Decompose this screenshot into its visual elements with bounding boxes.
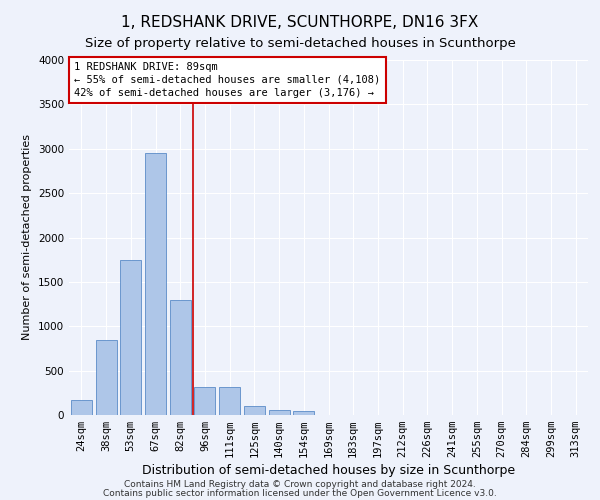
Text: 1 REDSHANK DRIVE: 89sqm
← 55% of semi-detached houses are smaller (4,108)
42% of: 1 REDSHANK DRIVE: 89sqm ← 55% of semi-de… <box>74 62 380 98</box>
Bar <box>170 300 191 415</box>
Bar <box>145 153 166 415</box>
Text: Size of property relative to semi-detached houses in Scunthorpe: Size of property relative to semi-detach… <box>85 38 515 51</box>
Bar <box>293 410 314 415</box>
Bar <box>194 386 215 415</box>
Text: Contains HM Land Registry data © Crown copyright and database right 2024.: Contains HM Land Registry data © Crown c… <box>124 480 476 489</box>
Bar <box>269 410 290 415</box>
Text: 1, REDSHANK DRIVE, SCUNTHORPE, DN16 3FX: 1, REDSHANK DRIVE, SCUNTHORPE, DN16 3FX <box>121 15 479 30</box>
Bar <box>219 386 240 415</box>
X-axis label: Distribution of semi-detached houses by size in Scunthorpe: Distribution of semi-detached houses by … <box>142 464 515 477</box>
Bar <box>71 400 92 415</box>
Bar <box>244 406 265 415</box>
Bar <box>120 260 141 415</box>
Text: Contains public sector information licensed under the Open Government Licence v3: Contains public sector information licen… <box>103 488 497 498</box>
Y-axis label: Number of semi-detached properties: Number of semi-detached properties <box>22 134 32 340</box>
Bar <box>95 340 116 415</box>
